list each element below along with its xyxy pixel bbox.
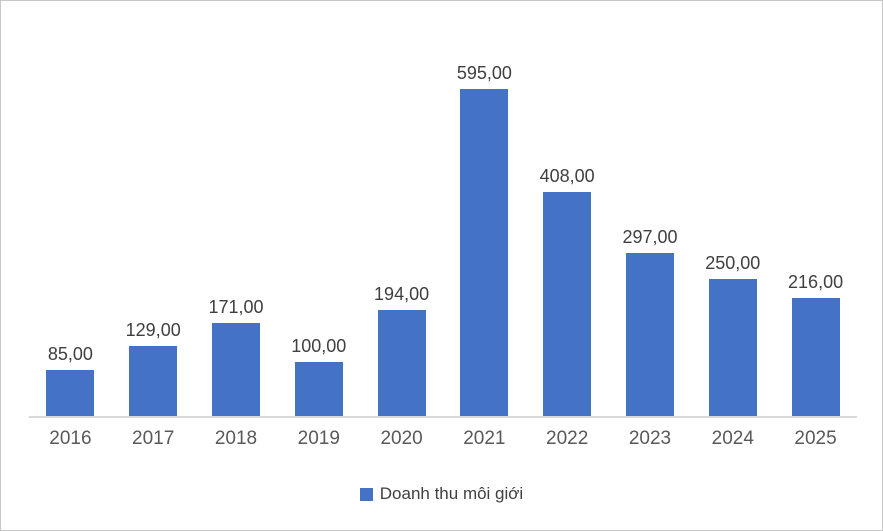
bar-column: 100,00 [277,336,360,417]
bar [46,370,95,417]
legend-label: Doanh thu môi giới [379,483,524,503]
bar-column: 216,00 [774,272,857,417]
bar [211,323,260,417]
x-axis-label: 2022 [546,428,589,449]
bar [129,346,178,417]
x-axis-label: 2018 [214,428,258,449]
data-label: 595,00 [456,63,512,84]
data-label: 408,00 [539,166,595,187]
x-axis-label: 2017 [132,428,175,449]
bar-column: 408,00 [526,166,609,417]
x-axis-label: 2024 [711,428,754,449]
x-axis-label: 2016 [49,428,92,449]
bar [791,298,840,417]
data-label: 194,00 [374,284,430,305]
bar-column: 250,00 [691,253,774,417]
x-axis-label: 2023 [628,428,672,449]
bar-column: 595,00 [443,63,526,417]
bar-column: 171,00 [195,297,278,417]
data-label: 100,00 [291,336,347,357]
bar-column: 129,00 [112,320,195,417]
legend: Doanh thu môi giới [1,483,882,505]
bar [377,310,426,417]
data-label: 216,00 [788,272,844,293]
legend-marker-icon [359,487,373,501]
data-label: 129,00 [125,320,181,341]
data-label: 297,00 [622,227,678,248]
plot-area: 85,00 129,00 171,00 100,00 194,00 595,00 408,0… [29,1,857,417]
bar [294,362,343,417]
data-label: 250,00 [705,253,761,274]
bar [543,192,592,417]
bar [625,253,674,417]
x-axis-line [29,416,857,418]
data-label: 171,00 [208,297,264,318]
x-axis-label: 2019 [297,428,340,449]
bar [460,89,509,417]
bar-column: 85,00 [29,344,112,417]
x-axis-label: 2020 [380,428,423,449]
x-axis-labels: 2016 2017 2018 2019 2020 2021 2022 2023 2024 2025 [29,428,857,451]
x-axis-label: 2021 [463,428,506,449]
bar-column: 194,00 [360,284,443,417]
data-label: 85,00 [47,344,93,365]
bar-column: 297,00 [609,227,692,417]
x-axis-label: 2025 [794,428,837,449]
bar [708,279,757,417]
